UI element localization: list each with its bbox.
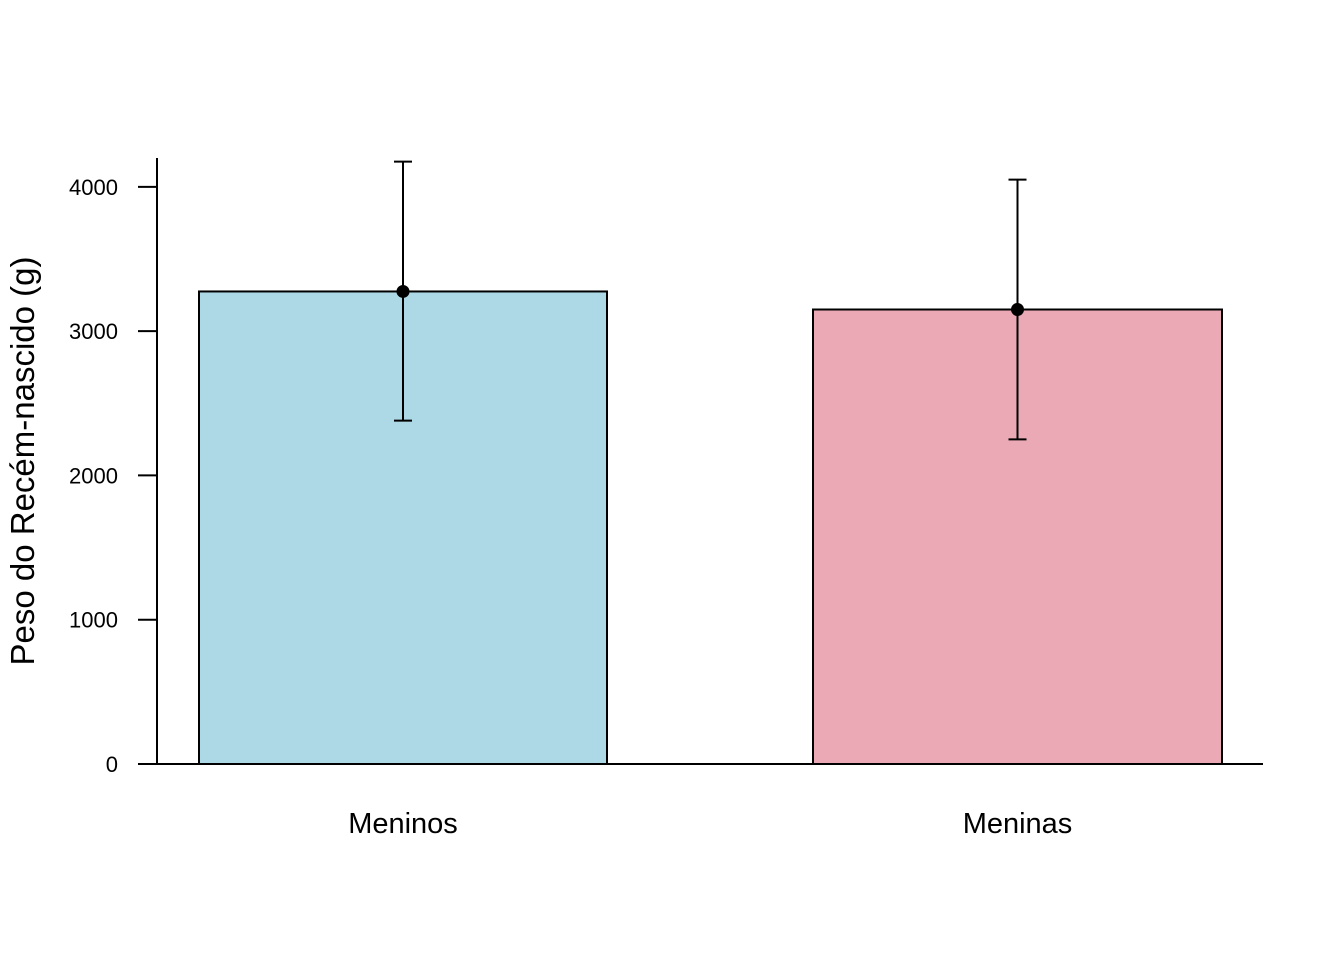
y-tick-label: 2000 bbox=[69, 463, 118, 488]
mean-point bbox=[1011, 303, 1024, 316]
y-tick-label: 4000 bbox=[69, 175, 118, 200]
y-tick-label: 3000 bbox=[69, 319, 118, 344]
x-tick-labels: Meninos Meninas bbox=[348, 808, 1072, 840]
x-tick-label: Meninos bbox=[348, 808, 458, 840]
y-axis-title: Peso do Recém-nascido (g) bbox=[4, 256, 41, 665]
y-ticks: 0 1000 2000 3000 4000 bbox=[69, 175, 157, 777]
mean-point bbox=[396, 284, 410, 298]
error-bars bbox=[394, 160, 1027, 441]
y-tick-label: 1000 bbox=[69, 608, 118, 633]
x-tick-label: Meninas bbox=[963, 808, 1073, 840]
y-tick-label: 0 bbox=[106, 752, 118, 777]
bars bbox=[198, 290, 1223, 765]
